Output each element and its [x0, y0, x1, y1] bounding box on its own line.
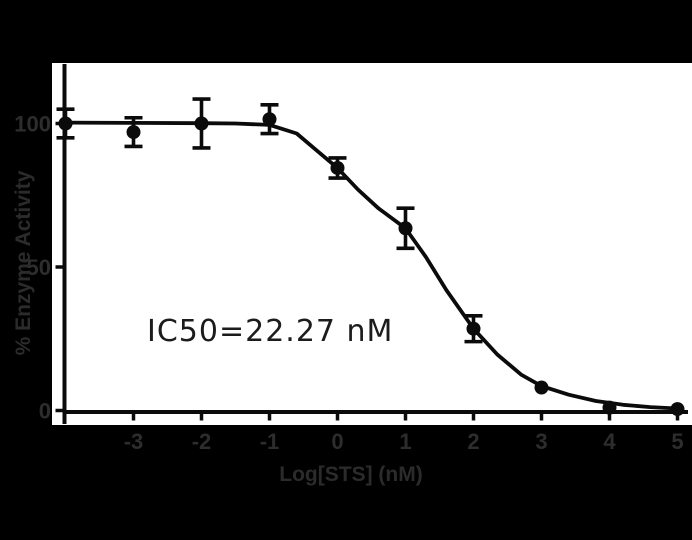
x-tick-label: 4 [603, 429, 616, 454]
data-point-marker [466, 321, 481, 336]
x-tick-label: 3 [535, 429, 547, 454]
data-point-marker [670, 402, 685, 417]
data-point-marker [602, 400, 617, 415]
x-tick-label: 0 [331, 429, 343, 454]
y-tick-label: 0 [39, 399, 51, 424]
x-tick-label: 2 [467, 429, 479, 454]
data-point-marker [398, 221, 413, 236]
x-tick-label: -3 [124, 429, 144, 454]
data-point-marker [194, 116, 209, 131]
data-point-marker [534, 380, 549, 395]
data-point-marker [262, 112, 277, 127]
ic50-annotation: IC50=22.27 nM [147, 314, 393, 349]
data-point-marker [58, 116, 73, 131]
x-axis-ticks: -3 -2 -1 0 1 2 3 4 5 [124, 412, 684, 454]
y-tick-label: 50 [27, 255, 51, 280]
data-points [56, 97, 685, 417]
y-axis-ticks: 0 50 100 [14, 112, 65, 424]
plot-area [52, 63, 692, 425]
fit-curve [63, 120, 680, 411]
y-axis-title: % Enzyme Activity [12, 170, 35, 355]
x-tick-label: 1 [399, 429, 411, 454]
y-tick-label: 100 [14, 112, 51, 137]
x-axis-title: Log[STS] (nM) [279, 463, 422, 486]
data-point-marker [126, 125, 141, 140]
x-tick-label: 5 [671, 429, 683, 454]
data-point-marker [330, 160, 345, 175]
x-tick-label: -1 [260, 429, 280, 454]
x-tick-label: -2 [192, 429, 212, 454]
